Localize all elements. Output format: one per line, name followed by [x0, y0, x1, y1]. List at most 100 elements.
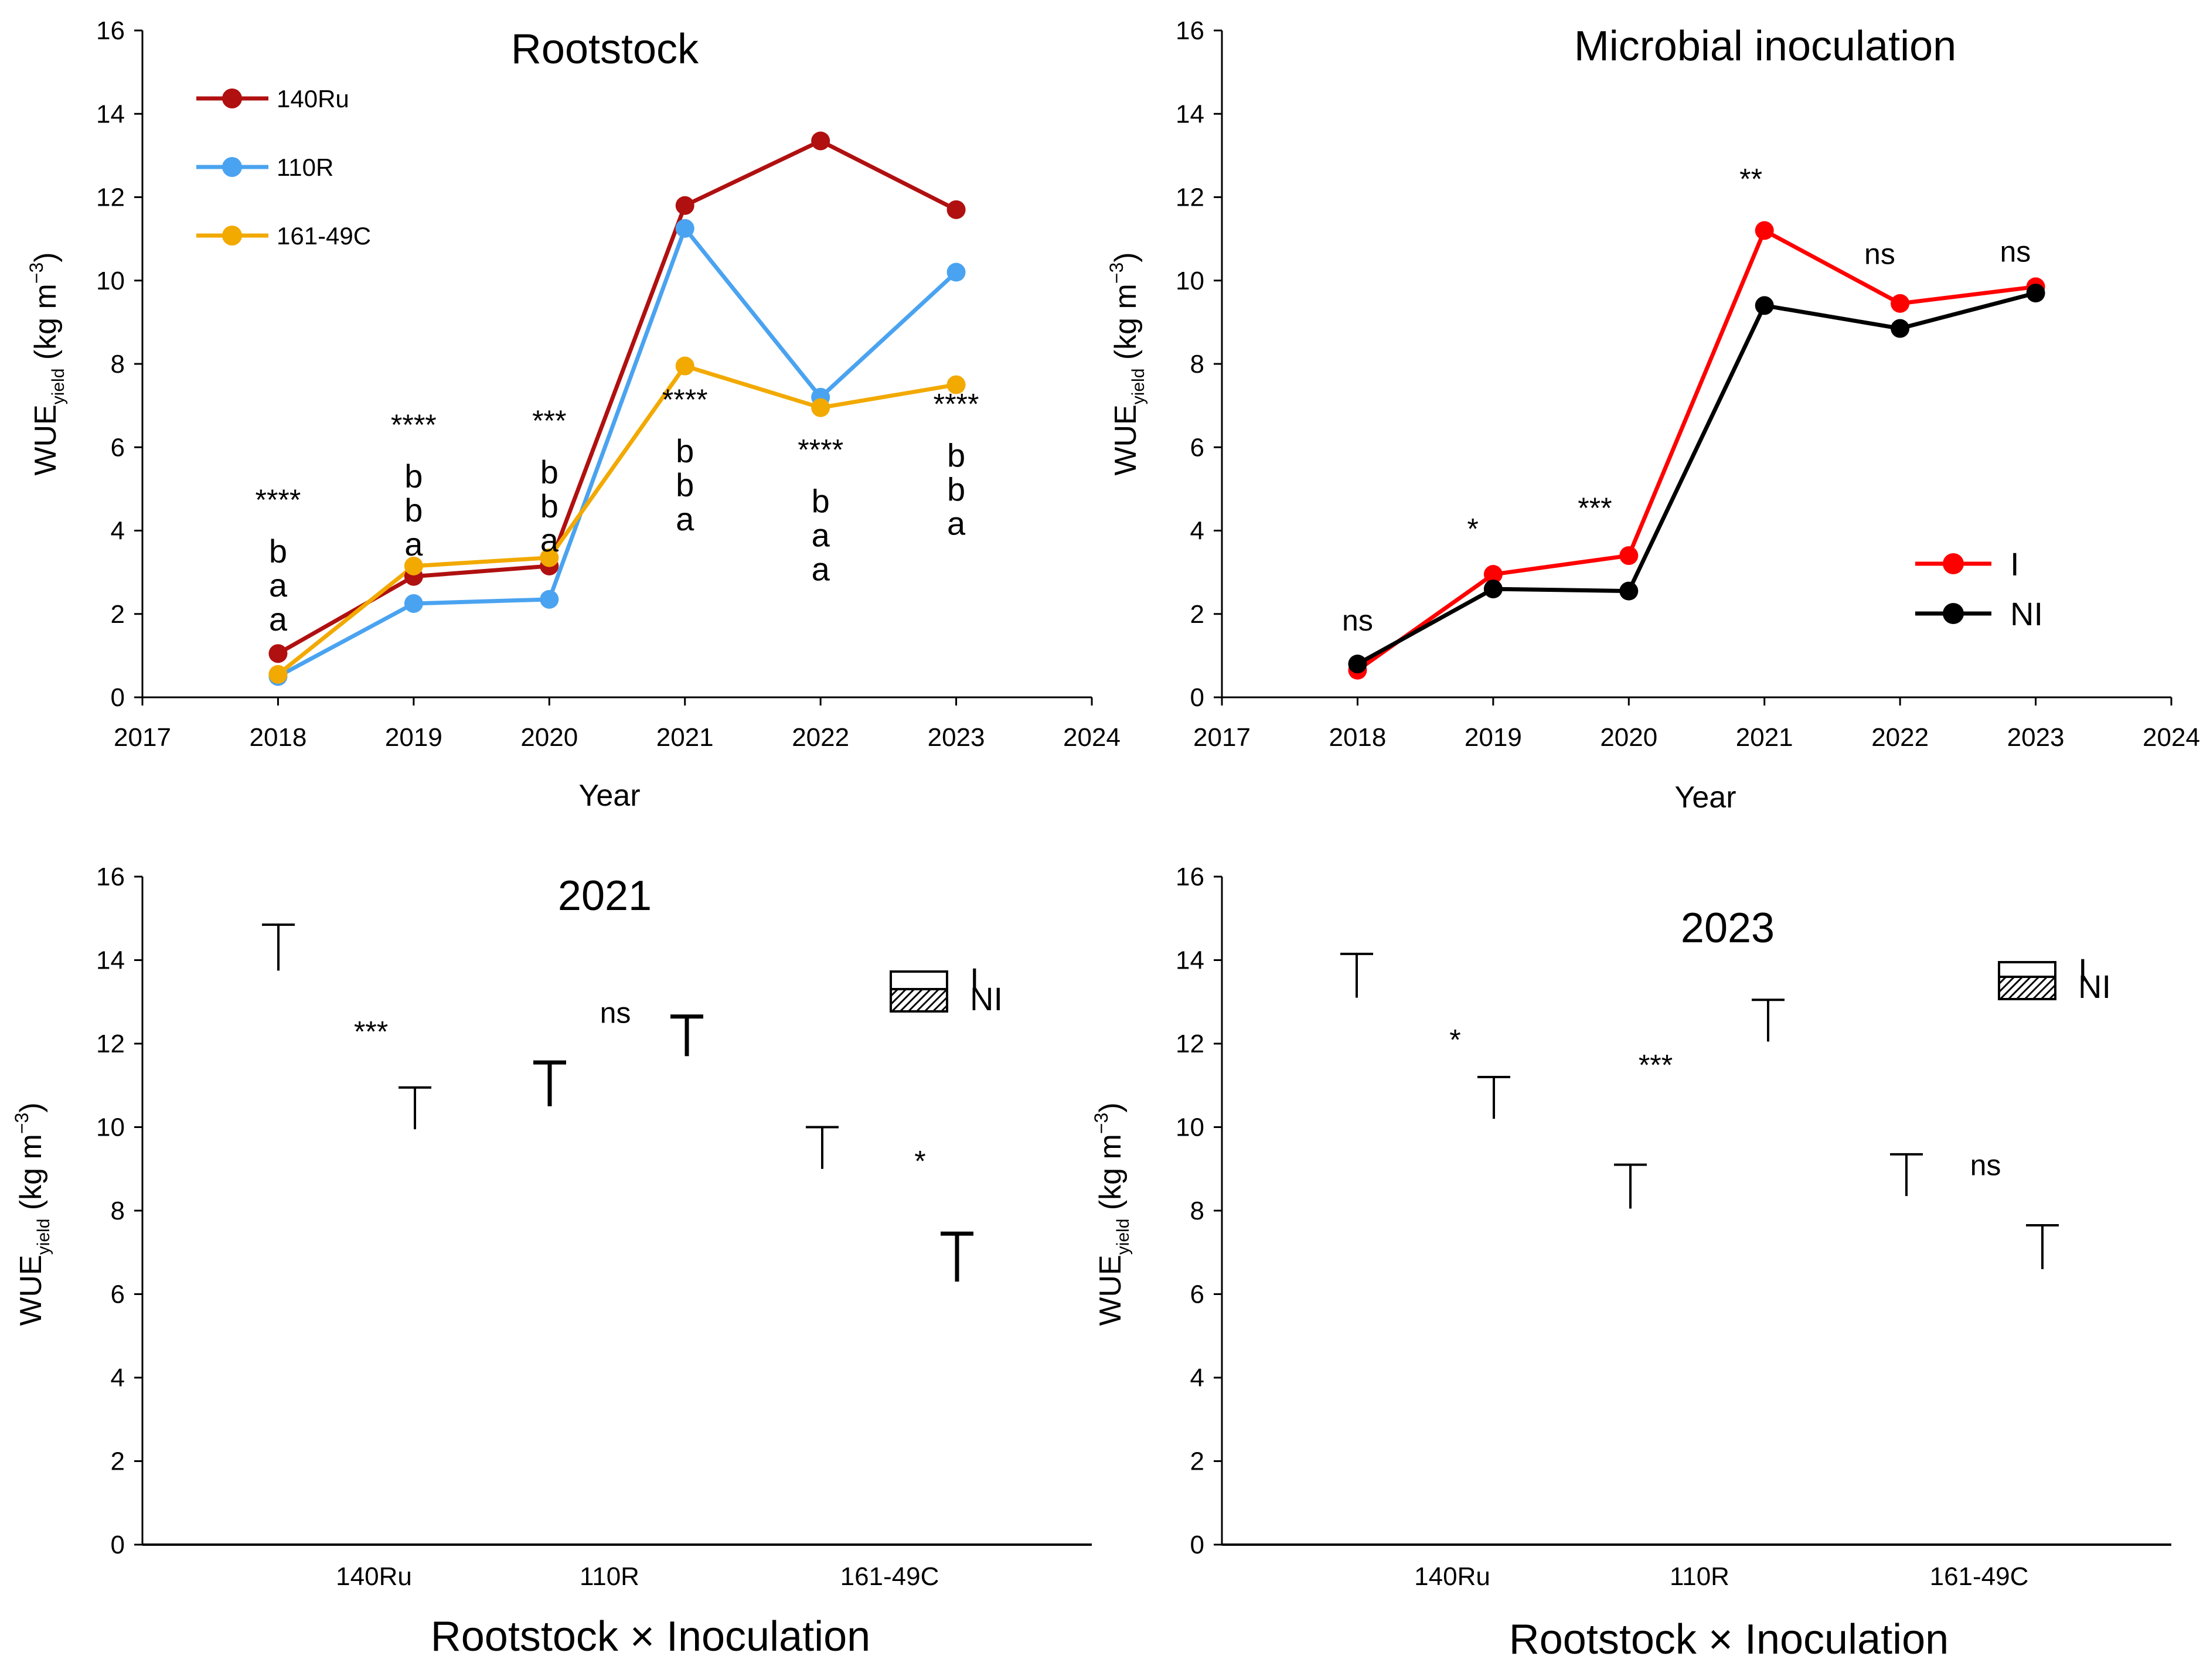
significance-label: ****	[798, 434, 843, 466]
y-tick-label: 8	[111, 350, 125, 379]
legend-label-NI: NI	[2010, 595, 2043, 632]
microbial-panel: 0 2 4 6 8 10 12 14 16 WUEyield (kg m−3) 2017 2018 20…	[1106, 16, 2200, 815]
y-tick-label: 6	[111, 1280, 125, 1309]
x-tick-label: 2022	[792, 723, 849, 752]
y-tick-label: 16	[1176, 16, 1204, 45]
x-tick-label: 2022	[1871, 723, 1929, 752]
y-tick-label: 8	[111, 1197, 125, 1225]
legend-hatch	[907, 988, 932, 1013]
chart-title: Rootstock	[511, 26, 699, 73]
y-axis-title-unit: (kg m	[1109, 284, 1143, 368]
series-line-140Ru	[277, 138, 958, 656]
significance-label: *	[1467, 513, 1478, 546]
legend-hatch	[2040, 984, 2056, 1000]
y-axis-title-unit: (kg m	[14, 1134, 48, 1218]
y-axis-title-sub: yield	[49, 369, 68, 405]
x-tick-label: 2019	[385, 723, 442, 752]
y-tick-label: 12	[1176, 1030, 1204, 1058]
legend-hatch	[2024, 976, 2048, 1000]
data-point-I	[1483, 565, 1503, 584]
x-category-label: 161-49C	[1930, 1562, 2029, 1591]
data-point-161-49C	[811, 398, 830, 417]
significance-label: ***	[1578, 492, 1612, 524]
significance-label: ns	[600, 996, 631, 1029]
data-point-NI	[1483, 580, 1503, 599]
legend-hatch	[915, 988, 940, 1013]
significance-label: *	[1449, 1024, 1460, 1057]
legend-hatch	[899, 988, 924, 1013]
group-letter: b	[676, 432, 694, 469]
y-axis-title: WUEyield (kg m−3)	[11, 1102, 53, 1325]
group-letter: a	[676, 500, 694, 537]
y-axis-title-sup: −3	[11, 1113, 32, 1134]
data-point-161-49C	[404, 556, 423, 575]
significance-label: ***	[1639, 1048, 1673, 1081]
data-point-NI	[1755, 296, 1774, 315]
x-category-label: 110R	[580, 1562, 639, 1591]
group-letter: b	[947, 437, 965, 473]
significance-label: ****	[934, 387, 979, 420]
legend-marker	[1943, 553, 1964, 574]
y-tick-label: 0	[1190, 683, 1204, 712]
y-tick-label: 2	[111, 1447, 125, 1476]
x-tick-label: 2024	[1063, 723, 1121, 752]
y-axis-title-main: WUE	[29, 404, 63, 475]
y-tick-label: 0	[111, 1531, 125, 1559]
series-line-161-49C	[277, 364, 957, 676]
group-letter: a	[540, 522, 559, 558]
significance-label: ns	[2000, 236, 2031, 268]
data-point-NI	[1619, 581, 1639, 601]
y-axis-title: WUEyield (kg m−3)	[1091, 1102, 1133, 1325]
data-point-161-49C	[946, 375, 966, 394]
y-axis-title-close: )	[1109, 252, 1143, 262]
y-tick-label: 4	[1190, 517, 1204, 546]
y-tick-label: 14	[96, 946, 125, 975]
x-tick-label: 2019	[1465, 723, 1522, 752]
data-point-161-49C	[540, 548, 559, 567]
group-letter: b	[404, 458, 423, 495]
y-axis-title: WUEyield (kg m−3)	[26, 252, 68, 475]
group-letter: b	[540, 454, 559, 490]
y-axis-title-sub: yield	[1129, 369, 1148, 405]
y-tick-label: 2	[1190, 1447, 1204, 1476]
x-category-label: 140Ru	[336, 1562, 412, 1591]
y-tick-label: 16	[1176, 863, 1204, 891]
data-point-NI	[1891, 319, 1910, 338]
group-letter: b	[812, 483, 830, 520]
chart-title: 2021	[558, 873, 652, 919]
legend-swatch-NI	[1998, 976, 2056, 1000]
legend-hatch	[891, 988, 915, 1013]
chart-title: 2023	[1681, 905, 1775, 952]
significance-label: ****	[391, 408, 437, 441]
x-category-label: 110R	[1670, 1562, 1729, 1591]
y-tick-label: 0	[111, 683, 125, 712]
significance-label: ns	[1970, 1149, 2001, 1181]
y-tick-label: 16	[96, 863, 125, 891]
y-axis-title-unit: (kg m	[29, 284, 63, 368]
y-tick-label: 4	[1190, 1364, 1204, 1392]
y-axis-title-sub: yield	[1113, 1219, 1133, 1255]
legend-marker	[222, 226, 242, 246]
x-tick-label: 2017	[1193, 723, 1251, 752]
data-point-I	[1891, 294, 1910, 313]
data-point-I	[1619, 546, 1639, 565]
legend-label-I: I	[2010, 546, 2020, 582]
series-line-I	[1356, 228, 2036, 672]
legend-hatch	[2032, 976, 2056, 1000]
legend-hatch	[2048, 992, 2056, 1000]
x-tick-label: 2020	[1600, 723, 1657, 752]
y-axis-title-sup: −3	[26, 263, 47, 284]
y-tick-label: 6	[1190, 433, 1204, 462]
legend-hatch	[2015, 976, 2040, 1000]
y-tick-label: 8	[1190, 1197, 1204, 1225]
y-tick-label: 0	[1190, 1531, 1204, 1559]
data-point-NI	[2026, 284, 2045, 303]
data-point-110R	[540, 589, 559, 609]
legend-hatch	[2007, 976, 2032, 1000]
y-axis-title-main: WUE	[1109, 404, 1143, 475]
y-tick-label: 10	[96, 1113, 125, 1142]
significance-label: ****	[662, 383, 708, 416]
y-tick-label: 12	[96, 1030, 125, 1058]
y-axis-title-unit: (kg m	[1094, 1134, 1128, 1218]
y-axis-title-close: )	[1094, 1102, 1128, 1112]
